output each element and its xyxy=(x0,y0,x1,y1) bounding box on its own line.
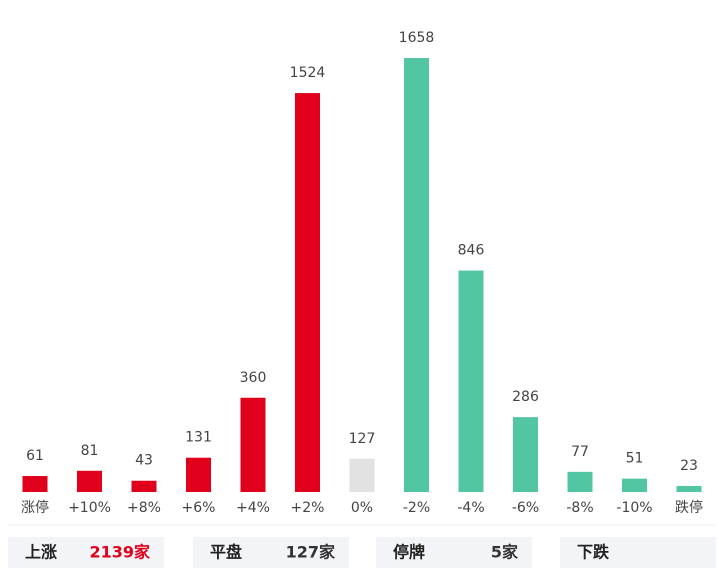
bar xyxy=(349,458,375,492)
summary-label: 平盘 xyxy=(210,543,242,562)
x-tick-label: +10% xyxy=(68,500,111,516)
bar xyxy=(22,476,48,492)
summary-box xyxy=(193,537,349,568)
value-label: 1658 xyxy=(399,30,435,46)
x-tick-label: -2% xyxy=(403,500,430,516)
x-tick-label: 涨停 xyxy=(21,499,49,516)
x-tick-label: +4% xyxy=(236,500,270,516)
value-label: 1524 xyxy=(290,65,326,81)
bar xyxy=(622,478,647,492)
x-tick-label: 跌停 xyxy=(675,499,703,516)
summary-box xyxy=(376,537,532,568)
bar xyxy=(240,397,266,492)
bar xyxy=(186,457,211,492)
value-label: 23 xyxy=(680,458,698,474)
bar xyxy=(295,93,320,493)
bar xyxy=(676,485,702,492)
bar xyxy=(458,270,484,492)
bar xyxy=(404,58,429,492)
x-tick-label: -6% xyxy=(512,500,539,516)
value-label: 360 xyxy=(240,370,267,386)
value-label: 77 xyxy=(571,444,589,460)
value-label: 131 xyxy=(185,430,212,446)
summary-label: 下跌 xyxy=(577,543,610,562)
summary-label: 上涨 xyxy=(25,543,57,562)
value-label: 81 xyxy=(81,443,99,459)
bar xyxy=(77,470,102,492)
value-label: 846 xyxy=(458,243,485,259)
summary-value: 127家 xyxy=(286,543,336,562)
summary-value: 5家 xyxy=(491,543,519,562)
bar xyxy=(567,471,593,492)
value-label: 43 xyxy=(135,453,153,469)
summary-box xyxy=(8,537,164,568)
value-label: 51 xyxy=(626,451,644,467)
value-label: 286 xyxy=(512,389,539,405)
x-tick-label: -8% xyxy=(566,500,593,516)
x-tick-label: -10% xyxy=(616,500,652,516)
summary-label: 停牌 xyxy=(393,543,425,562)
x-tick-label: +2% xyxy=(291,500,325,516)
x-tick-label: +6% xyxy=(182,500,216,516)
bar xyxy=(131,480,157,492)
summary-box xyxy=(560,537,716,568)
x-tick-label: -4% xyxy=(457,500,484,516)
x-tick-label: +8% xyxy=(127,500,161,516)
bar xyxy=(513,417,538,492)
summary-value: 2139家 xyxy=(89,543,151,562)
x-tick-label: 0% xyxy=(351,500,373,516)
value-label: 61 xyxy=(26,448,44,464)
value-label: 127 xyxy=(349,431,376,447)
